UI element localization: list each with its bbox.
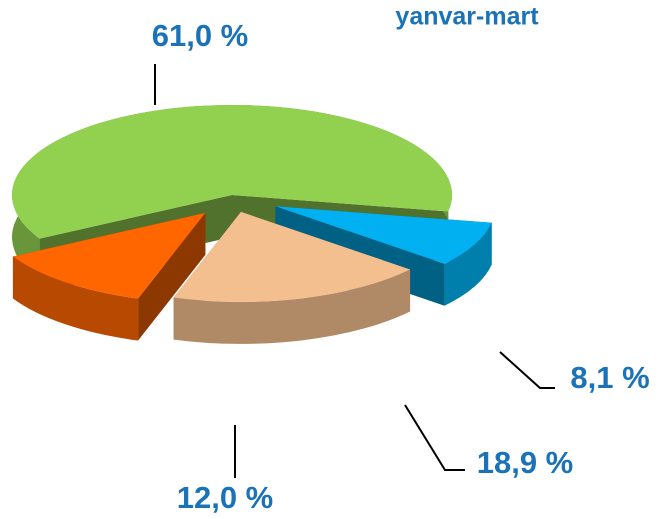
- slice: [12, 212, 206, 299]
- data-label: 8,1 %: [570, 360, 649, 395]
- data-label: 18,9 %: [477, 445, 574, 480]
- leader-line: [404, 404, 465, 471]
- chart-title: yanvar-mart: [395, 3, 539, 31]
- leader-line: [499, 351, 555, 389]
- slice-side: [444, 222, 492, 306]
- slice-side: [173, 269, 411, 344]
- data-label: 61,0 %: [152, 18, 249, 53]
- slice-side: [12, 256, 139, 341]
- slice: [173, 211, 411, 302]
- slice: [275, 206, 492, 264]
- labels: 61,0 % 8,1 % 18,9 % 12,0 %: [152, 18, 650, 515]
- data-label: 12,0 %: [177, 480, 274, 515]
- slice: [12, 105, 453, 239]
- pie: [12, 105, 492, 344]
